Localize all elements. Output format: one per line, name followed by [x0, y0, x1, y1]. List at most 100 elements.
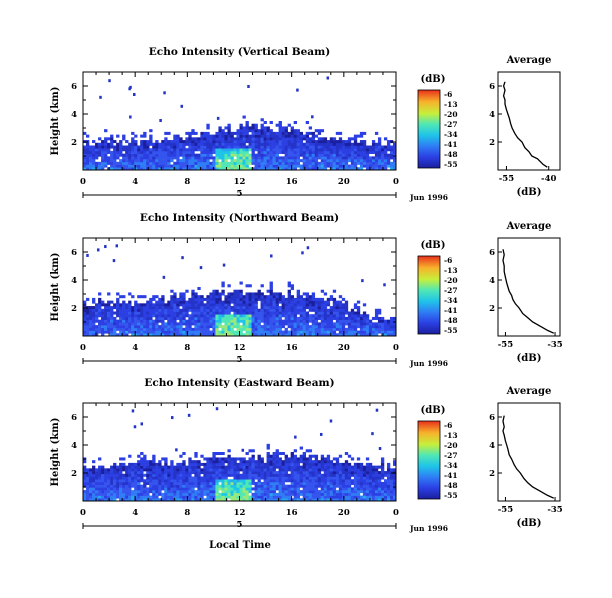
heatmap-cell [188, 153, 192, 157]
heatmap-cell [191, 161, 195, 165]
heatmap-cell [86, 319, 90, 323]
heatmap-cell [284, 126, 288, 130]
heatmap-cell [239, 167, 243, 171]
heatmap-cell [314, 487, 319, 491]
heatmap-cell [161, 476, 165, 480]
heatmap-cell [116, 314, 120, 318]
heatmap-cell [239, 281, 243, 285]
colorbar [417, 89, 441, 169]
heatmap-cell [332, 471, 337, 475]
heatmap-cell [287, 322, 291, 326]
heatmap-cell [128, 492, 132, 496]
heatmap-cell [230, 161, 234, 165]
heatmap-cell [116, 161, 120, 165]
heatmap-cell [143, 167, 147, 171]
heatmap-cell [221, 468, 225, 472]
heatmap-cell [386, 159, 391, 163]
heatmap-cell [131, 322, 135, 326]
panel-1: Echo Intensity (Northward Beam)Height (k… [50, 212, 563, 368]
heatmap-cell [296, 319, 300, 323]
heatmap-cell [101, 487, 105, 491]
heatmap-cell [164, 131, 168, 135]
heatmap-cell [389, 148, 394, 152]
heatmap-cell [125, 306, 129, 310]
heatmap-cell [305, 333, 310, 337]
heatmap-cell [230, 468, 234, 472]
heatmap-cell [134, 167, 138, 171]
heatmap-cell [104, 159, 108, 163]
heatmap-cell [221, 487, 225, 491]
heatmap-cell [275, 462, 279, 466]
heatmap-cell [290, 462, 294, 466]
heatmap-cell [143, 153, 147, 157]
heatmap-cell [218, 297, 222, 301]
heatmap-cell [170, 145, 174, 149]
heatmap-cell [176, 314, 180, 318]
heatmap-cell [278, 148, 282, 152]
heatmap-cell [347, 167, 352, 171]
heatmap-cell [173, 156, 177, 160]
heatmap-cell [284, 159, 288, 163]
heatmap-cell [263, 484, 267, 488]
heatmap-cell [164, 479, 168, 483]
heatmap-cell [239, 495, 243, 499]
heatmap-cell [224, 297, 228, 301]
heatmap-cell [332, 145, 337, 149]
heatmap-cell [107, 479, 111, 483]
heatmap-cell [212, 325, 216, 329]
heatmap-cell [335, 156, 340, 160]
heatmap-cell [224, 134, 228, 138]
heatmap-cell [272, 330, 276, 334]
heatmap-cell [215, 137, 219, 141]
heatmap-cell [245, 473, 249, 477]
heatmap-cell [287, 473, 291, 477]
heatmap-cell [176, 468, 180, 472]
heatmap-cell [389, 490, 394, 494]
heatmap-cell [134, 465, 138, 469]
heatmap-cell [311, 322, 316, 326]
heatmap-cell [293, 471, 297, 475]
heatmap-cell [146, 462, 150, 466]
heatmap-cell [95, 476, 99, 480]
heatmap-cell [182, 156, 186, 160]
heatmap-cell [212, 156, 216, 160]
heatmap-cell [272, 333, 276, 337]
heatmap-cell [227, 142, 231, 146]
heatmap-cell [173, 164, 177, 168]
heatmap-cell [356, 495, 361, 499]
heatmap-cell [266, 330, 270, 334]
heatmap-cell [191, 295, 195, 299]
heatmap-cell [269, 471, 273, 475]
heatmap-cell [287, 306, 291, 310]
heatmap-cell [263, 134, 267, 138]
heatmap-cell [245, 164, 249, 168]
heatmap-cell [341, 161, 346, 165]
heatmap-cell [230, 498, 234, 502]
heatmap-cell [233, 150, 237, 154]
heatmap-cell [194, 468, 198, 472]
heatmap-cell [314, 473, 319, 477]
heatmap-cell [245, 153, 249, 157]
heatmap-cell [179, 473, 183, 477]
heatmap-cell [290, 140, 294, 144]
heatmap-cell [215, 161, 219, 165]
heatmap-cell [314, 308, 319, 312]
heatmap-cell [104, 473, 108, 477]
heatmap-cell [185, 300, 189, 304]
heatmap-cell [245, 156, 249, 160]
heatmap-cell [245, 292, 249, 296]
panel-title: Echo Intensity (Eastward Beam) [144, 377, 334, 389]
heatmap-cell [227, 495, 231, 499]
heatmap-cell [323, 468, 328, 472]
heatmap-cell [341, 481, 346, 485]
heatmap-cell [149, 473, 153, 477]
heatmap-cell [170, 325, 174, 329]
heatmap-cell [299, 140, 304, 144]
heatmap-cell [284, 492, 288, 496]
heatmap-cell [149, 137, 153, 141]
heatmap-cell [290, 457, 294, 461]
heatmap-cell [89, 492, 93, 496]
heatmap-cell [86, 145, 90, 149]
heatmap-cell [131, 476, 135, 480]
heatmap-cell [158, 314, 162, 318]
